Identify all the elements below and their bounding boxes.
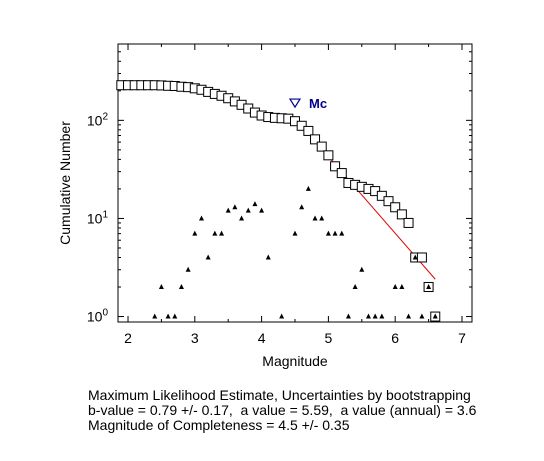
x-tick-label: 4 [258,330,266,346]
noncumulative-point [426,284,432,290]
x-tick-label: 3 [191,330,199,346]
cumulative-point [336,168,347,179]
noncumulative-point [412,254,418,260]
cumulative-point [383,196,394,207]
cumulative-point [316,141,327,152]
noncumulative-point [192,230,198,236]
noncumulative-point [325,230,331,236]
noncumulative-point [239,215,245,221]
noncumulative-point [265,254,271,260]
frequency-magnitude-plot: 2 3 4 5 6 7 100 101 102 Mc Magnitude Cumulative… [57,43,473,369]
cumulative-point [416,252,427,263]
noncumulative-point [212,230,218,236]
noncumulative-point [319,215,325,221]
noncumulative-point [185,266,191,272]
noncumulative-point [299,204,305,210]
caption-line-bvalue: b-value = 0.79 +/- 0.17, a value = 5.59,… [88,402,477,418]
noncumulative-point [205,254,211,260]
cumulative-point [376,190,387,201]
cumulative-point [296,120,307,131]
cumulative-point [330,161,341,172]
cumulative-point [310,134,321,145]
noncumulative-point [232,204,238,210]
noncumulative-point [365,313,371,319]
noncumulative-point [245,207,251,213]
noncumulative-point [259,207,265,213]
noncumulative-point [312,215,318,221]
noncumulative-point [225,207,231,213]
noncumulative-point [432,313,438,319]
noncumulative-point [372,313,378,319]
cumulative-point [403,217,414,228]
noncumulative-series [152,185,438,319]
y-axis-title: Cumulative Number [57,121,73,245]
y-tick-label: 101 [87,209,109,226]
noncumulative-point [178,284,184,290]
caption-line-completeness: Magnitude of Completeness = 4.5 +/- 0.35 [88,417,350,433]
noncumulative-point [172,313,178,319]
x-tick-label: 7 [458,330,466,346]
noncumulative-point [339,230,345,236]
noncumulative-point [399,284,405,290]
noncumulative-point [352,284,358,290]
cumulative-point [396,209,407,220]
noncumulative-point [359,266,365,272]
noncumulative-point [292,230,298,236]
cumulative-series [116,80,441,322]
noncumulative-point [332,230,338,236]
caption-line-method: Maximum Likelihood Estimate, Uncertainti… [88,387,471,403]
cumulative-point [323,150,334,161]
x-tick-label: 2 [124,330,132,346]
mc-annotation: Mc [288,96,327,111]
cumulative-point [390,202,401,213]
noncumulative-point [198,215,204,221]
noncumulative-point [406,313,412,319]
noncumulative-point [152,313,158,319]
noncumulative-point [392,284,398,290]
noncumulative-point [165,313,171,319]
noncumulative-point [252,201,258,207]
noncumulative-point [219,230,225,236]
x-tick-label: 6 [391,330,399,346]
axis-ticks [118,43,472,322]
mc-label: Mc [309,96,327,111]
y-tick-labels: 100 101 102 [87,111,109,324]
x-tick-label: 5 [324,330,332,346]
x-axis-title: Magnitude [262,353,328,369]
noncumulative-point [305,185,311,191]
noncumulative-point [279,313,285,319]
x-tick-labels: 2 3 4 5 6 7 [124,330,466,346]
mc-marker-icon [288,98,302,109]
noncumulative-point [419,313,425,319]
y-tick-label: 102 [87,111,109,128]
cumulative-point [303,125,314,136]
noncumulative-point [345,313,351,319]
caption: Maximum Likelihood Estimate, Uncertainti… [88,388,476,433]
noncumulative-point [379,313,385,319]
y-tick-label: 100 [87,308,109,325]
noncumulative-point [158,284,164,290]
